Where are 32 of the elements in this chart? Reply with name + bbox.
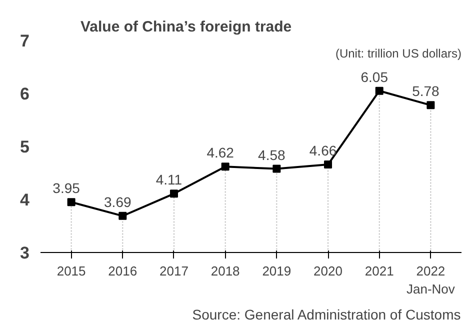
x-tick-label: 2017 — [160, 264, 188, 278]
data-label: 3.69 — [104, 194, 132, 210]
x-tick-label: 2016 — [108, 264, 138, 278]
data-label: 4.66 — [309, 142, 337, 159]
point — [426, 101, 435, 110]
x-tick-label: 2018 — [210, 264, 240, 278]
data-label: 4.11 — [156, 172, 182, 188]
source-note: Source: General Administration of Customs — [192, 306, 461, 322]
y-tick-label: 4 — [20, 190, 30, 210]
data-label: 4.58 — [258, 146, 286, 163]
point — [67, 198, 76, 206]
x-tick-label: 2015 — [56, 264, 86, 278]
data-label: 3.95 — [52, 180, 80, 196]
y-tick-label: 5 — [20, 138, 30, 156]
y-tick-label: 3 — [20, 244, 30, 262]
chart-title: Value of China’s foreign trade — [80, 18, 292, 36]
annotation: (Unit: trillion US dollars) — [335, 46, 462, 60]
point — [221, 162, 230, 171]
data-label: 5.78 — [412, 83, 440, 100]
x-tick-label: 2020 — [314, 264, 342, 278]
point — [170, 190, 178, 198]
point — [324, 160, 332, 169]
x-tick-label: 2022 Jan-Nov — [406, 264, 456, 296]
point — [272, 164, 281, 173]
data-label: 4.62 — [206, 144, 234, 161]
data-label: 6.05 — [360, 68, 388, 85]
point — [375, 86, 384, 95]
x-tick-label: 2019 — [262, 264, 292, 278]
y-tick-label: 6 — [20, 84, 30, 104]
x-tick-label: 2021 — [364, 264, 394, 278]
point — [118, 212, 127, 220]
y-tick-label: 7 — [20, 32, 30, 50]
